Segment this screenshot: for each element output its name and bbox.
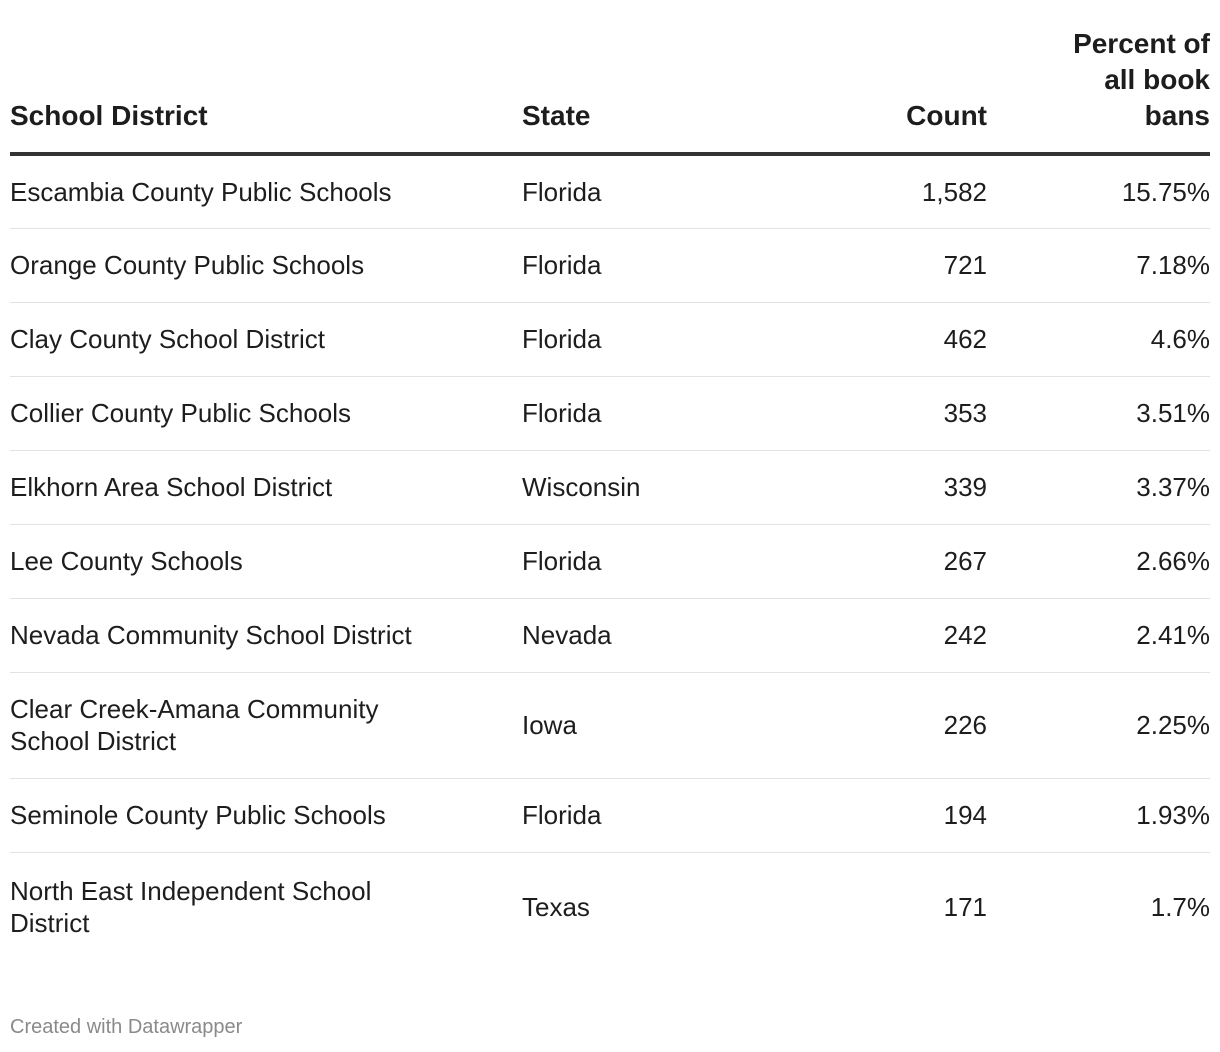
cell-state: Nevada [522, 598, 772, 673]
cell-district: Lee County Schools [10, 524, 522, 599]
cell-percent: 3.51% [987, 376, 1210, 451]
cell-state: Wisconsin [522, 450, 772, 525]
table-row: Collier County Public Schools Florida 353 3… [10, 376, 1210, 451]
cell-district: North East Independent School District [10, 876, 372, 939]
table-row: Nevada Community School District Nevada 24… [10, 598, 1210, 673]
table-row: Elkhorn Area School District Wisconsin 339… [10, 450, 1210, 525]
cell-district: Seminole County Public Schools [10, 778, 522, 853]
table-row: Clear Creek-Amana Community School Distr… [10, 672, 1210, 779]
table-row: Clay County School District Florida 462 4.6… [10, 302, 1210, 377]
cell-district: Nevada Community School District [10, 598, 522, 673]
table-row: Lee County Schools Florida 267 2.66% [10, 524, 1210, 599]
cell-percent: 2.25% [987, 672, 1210, 779]
cell-percent: 2.41% [987, 598, 1210, 673]
cell-percent: 4.6% [987, 302, 1210, 377]
table-row: North East Independent School District Te… [10, 852, 1210, 962]
cell-district: Elkhorn Area School District [10, 450, 522, 525]
table-body: Escambia County Public Schools Florida 1,5… [10, 154, 1210, 962]
cell-percent: 3.37% [987, 450, 1210, 525]
cell-district: Clear Creek-Amana Community School Distr… [10, 672, 522, 779]
cell-count: 462 [772, 302, 987, 377]
column-header-count[interactable]: Count [772, 0, 987, 156]
table-container: School District State Count Percent of a… [10, 0, 1210, 962]
table-row: Escambia County Public Schools Florida 1,5… [10, 154, 1210, 229]
cell-district: Collier County Public Schools [10, 376, 522, 451]
column-header-percent[interactable]: Percent of all book bans [987, 0, 1210, 156]
cell-state: Florida [522, 524, 772, 599]
cell-count: 1,582 [772, 154, 987, 229]
cell-district: Escambia County Public Schools [10, 154, 522, 229]
cell-count: 171 [943, 892, 987, 923]
book-bans-table: School District State Count Percent of a… [10, 0, 1210, 962]
cell-percent: 2.66% [987, 524, 1210, 599]
column-header-state[interactable]: State [522, 0, 772, 156]
table-row: Seminole County Public Schools Florida 194… [10, 778, 1210, 853]
cell-count: 353 [772, 376, 987, 451]
cell-percent: 1.7% [1150, 892, 1210, 923]
cell-state: Florida [522, 778, 772, 853]
cell-state: Florida [522, 376, 772, 451]
cell-state: Florida [522, 302, 772, 377]
cell-count: 242 [772, 598, 987, 673]
footer-credit: Created with Datawrapper [10, 1016, 243, 1038]
cell-state: Florida [522, 154, 772, 229]
cell-count: 194 [772, 778, 987, 853]
cell-state: Iowa [522, 672, 772, 779]
cell-count: 721 [772, 228, 987, 303]
cell-percent: 15.75% [987, 154, 1210, 229]
table-row: Orange County Public Schools Florida 721 7.… [10, 228, 1210, 303]
cell-percent: 7.18% [987, 228, 1210, 303]
cell-district: Clay County School District [10, 302, 522, 377]
column-header-district[interactable]: School District [10, 0, 522, 156]
cell-state: Texas [522, 892, 590, 923]
header-row: School District State Count Percent of a… [10, 0, 1210, 156]
cell-count: 267 [772, 524, 987, 599]
cell-percent: 1.93% [987, 778, 1210, 853]
cell-count: 226 [772, 672, 987, 779]
cell-state: Florida [522, 228, 772, 303]
table-header: School District State Count Percent of a… [10, 0, 1210, 156]
cell-count: 339 [772, 450, 987, 525]
cell-district: Orange County Public Schools [10, 228, 522, 303]
